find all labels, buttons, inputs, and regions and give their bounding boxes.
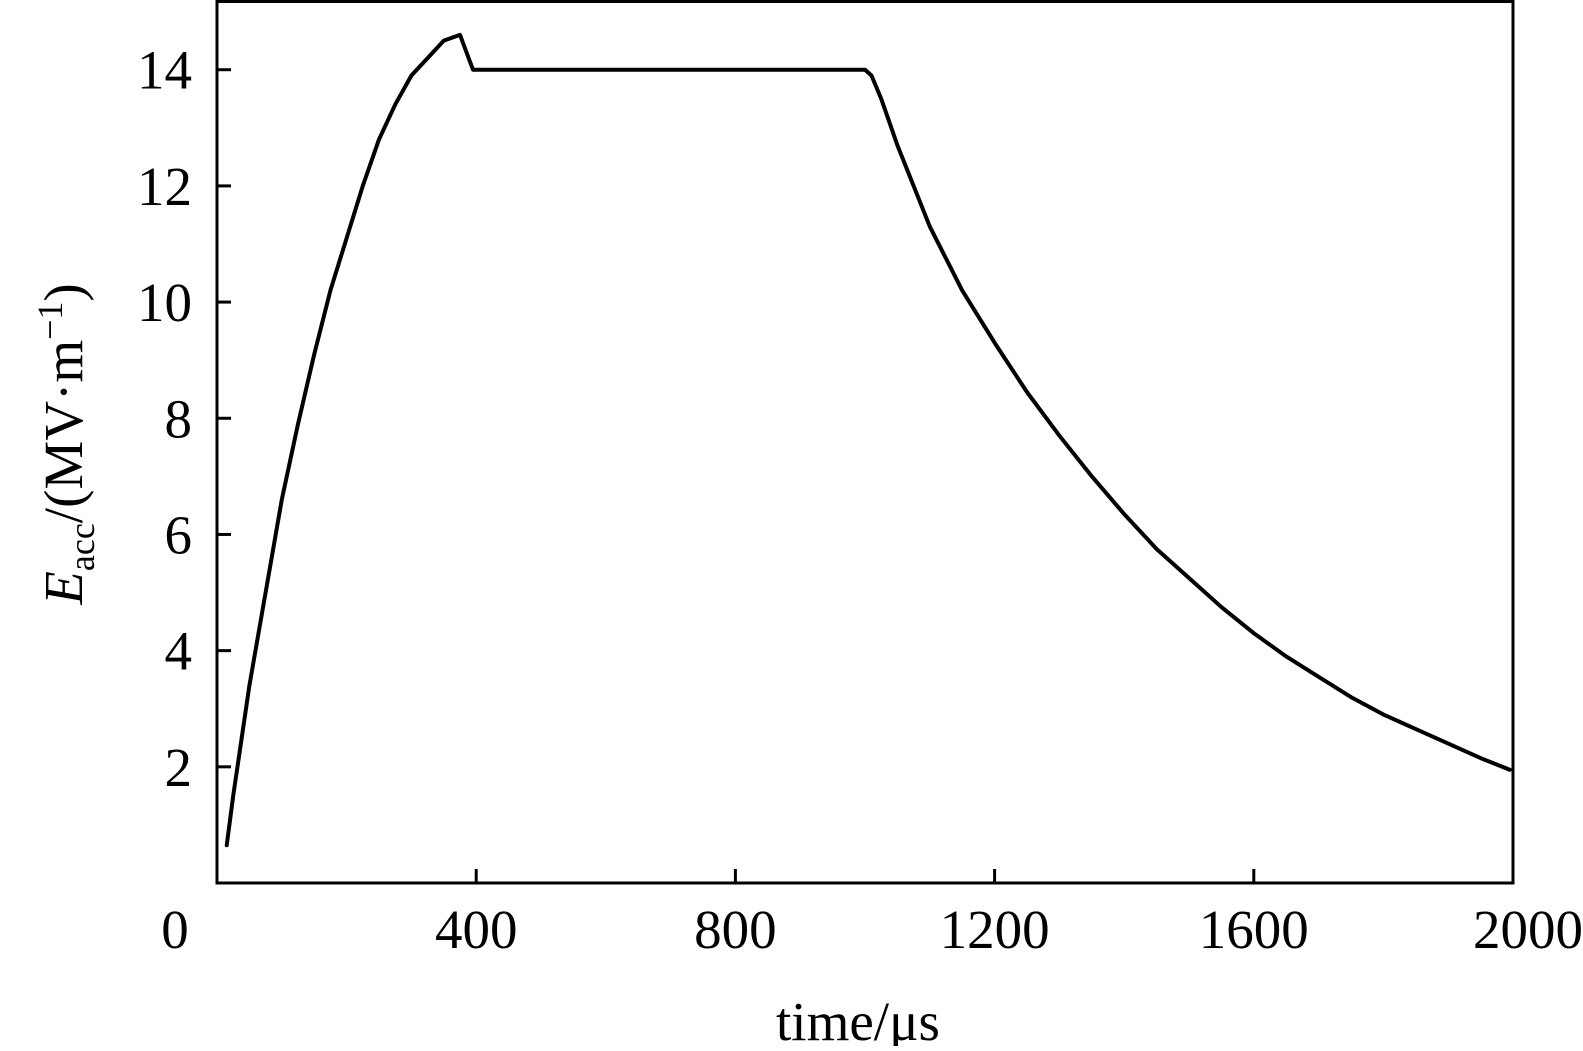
series-group <box>224 32 1512 848</box>
y-tick-label: 8 <box>165 388 193 449</box>
y-axis-label: Eacc/(MV·m−1) <box>30 283 102 606</box>
y-axis-label-symbol: E <box>33 571 94 606</box>
x-tick-label: 1200 <box>940 899 1050 960</box>
axis-labels: time/μs Eacc/(MV·m−1) <box>30 283 940 1051</box>
y-axis-label-exponent: −1 <box>30 302 70 340</box>
y-tick-label: 4 <box>165 621 193 682</box>
y-tick-label: 6 <box>165 504 193 565</box>
y-axis-label-subscript: acc <box>62 523 102 571</box>
plot-frame <box>215 0 1515 885</box>
y-tick-label: 14 <box>137 40 192 101</box>
x-axis-label: time/μs <box>776 991 940 1046</box>
x-tick-label: 0 <box>161 899 189 960</box>
series-line-1 <box>224 32 1512 848</box>
x-tick-label: 400 <box>435 899 518 960</box>
y-axis-label-unit: /(MV·m <box>33 340 94 523</box>
y-tick-label: 12 <box>137 156 192 217</box>
y-tick-label: 2 <box>165 737 193 798</box>
y-axis-label-unit-close: ) <box>33 283 94 301</box>
y-tick-label: 10 <box>137 272 192 333</box>
axes: 0 400 800 1200 1600 2000 2 4 6 8 10 12 14 <box>137 0 1583 960</box>
x-tick-label: 1600 <box>1199 899 1309 960</box>
x-tick-label: 800 <box>694 899 777 960</box>
x-tick-label: 2000 <box>1473 899 1583 960</box>
